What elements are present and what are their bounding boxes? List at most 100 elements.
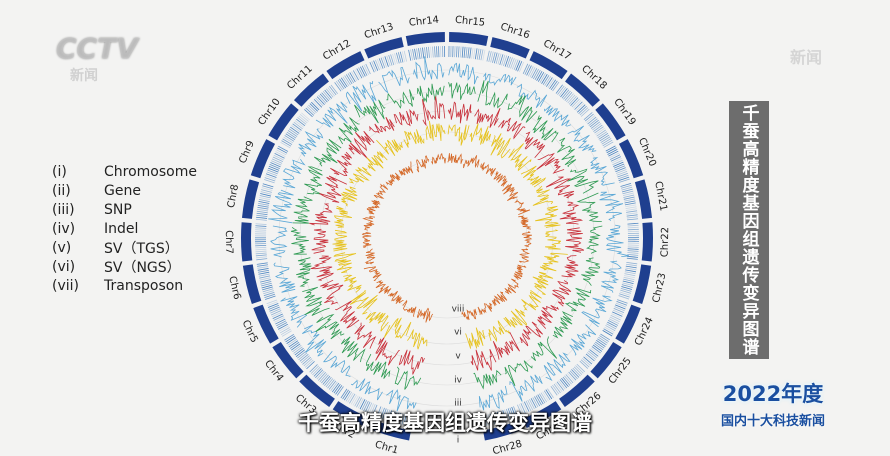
gene-density-tick (311, 101, 320, 111)
gene-density-tick (607, 320, 619, 326)
gene-density-tick (349, 72, 356, 83)
variation-track (544, 105, 571, 127)
chromosome-band (253, 304, 279, 344)
gene-density-tick (587, 116, 597, 125)
gene-density-tick (407, 415, 411, 427)
gene-density-tick (394, 53, 398, 65)
legend-item: (iv) Indel (52, 219, 197, 238)
gene-density-tick (605, 145, 616, 152)
gene-density-tick (595, 128, 605, 135)
gene-density-tick (625, 208, 637, 211)
gene-density-tick (599, 134, 610, 142)
gene-density-tick (499, 54, 504, 65)
gene-density-tick (618, 176, 630, 181)
variation-track (581, 257, 601, 286)
gene-density-tick (410, 49, 414, 61)
gene-density-tick (316, 96, 325, 105)
gene-density-tick (270, 310, 282, 316)
gene-density-tick (272, 156, 284, 163)
gene-density-tick (597, 131, 608, 139)
gene-density-tick (620, 182, 632, 187)
variation-track (518, 215, 532, 230)
gene-density-tick (575, 102, 585, 112)
gene-density-tick (594, 126, 604, 134)
chromosome-band (326, 51, 365, 80)
gene-density-tick (322, 91, 331, 100)
gene-density-tick (599, 335, 609, 342)
gene-density-tick (378, 407, 384, 418)
gene-density-tick (279, 327, 290, 334)
gene-density-tick (608, 318, 620, 324)
variation-track (422, 96, 446, 127)
variation-track (518, 248, 531, 263)
variation-track (337, 117, 360, 145)
gene-density-tick (567, 94, 576, 104)
variation-track (508, 143, 532, 172)
gene-density-tick (620, 287, 632, 292)
gene-density-tick (560, 88, 568, 98)
chromosome-band (522, 401, 562, 428)
variation-track (559, 201, 584, 225)
gene-density-tick (386, 409, 391, 421)
variation-track (461, 308, 477, 321)
gene-density-tick (493, 412, 497, 424)
gene-density-tick (511, 406, 517, 418)
gene-density-tick (259, 275, 271, 279)
gene-density-tick (617, 174, 629, 180)
gene-density-tick (626, 261, 638, 265)
ring-label: iv (454, 376, 463, 386)
gene-density-tick (321, 92, 330, 102)
gene-density-tick (274, 153, 285, 159)
variation-track (509, 374, 543, 402)
chromosome-label: Chr24 (633, 316, 656, 348)
gene-density-tick (343, 390, 351, 401)
gene-density-tick (617, 299, 628, 304)
gene-density-tick (315, 97, 324, 107)
gene-density-tick (568, 96, 577, 105)
gene-density-tick (285, 133, 296, 141)
gene-density-tick (627, 250, 639, 252)
legend-item: (vii) Transposon (52, 276, 197, 295)
gene-density-tick (561, 89, 570, 99)
gene-density-tick (391, 411, 396, 423)
gene-density-tick (336, 386, 344, 396)
gene-density-tick (257, 208, 269, 212)
variation-track (503, 308, 527, 328)
side-title: 千蚕高精度基因组遗传变异图谱 (729, 101, 769, 359)
gene-density-tick (328, 380, 337, 390)
gene-density-tick (259, 197, 271, 201)
gene-density-tick (426, 47, 429, 59)
gene-density-tick (403, 414, 407, 426)
gene-density-tick (476, 48, 480, 60)
gene-density-tick (482, 49, 486, 61)
gene-density-tick (347, 392, 354, 403)
gene-density-tick (312, 366, 321, 376)
gene-density-tick (335, 80, 343, 91)
gene-density-tick (563, 90, 571, 100)
gene-density-tick (257, 204, 269, 208)
gene-density-tick (621, 284, 633, 288)
gene-density-tick (331, 382, 340, 393)
variation-track (590, 157, 615, 186)
gene-density-tick (266, 299, 278, 305)
gene-density-tick (359, 66, 366, 77)
gene-density-tick (265, 175, 276, 180)
gene-density-tick (573, 366, 583, 375)
chromosome-band (618, 139, 644, 179)
gene-density-tick (284, 135, 295, 142)
gene-density-tick (354, 69, 361, 80)
gene-density-tick (602, 139, 613, 147)
variation-track (535, 205, 561, 228)
gene-density-tick (615, 302, 627, 308)
gene-density-tick (600, 136, 611, 143)
gene-density-tick (293, 346, 303, 354)
gene-density-tick (267, 169, 278, 175)
legend-item: (i) Chromosome (52, 162, 197, 181)
gene-density-tick (569, 370, 578, 380)
gene-density-tick (588, 118, 598, 126)
gene-density-tick (340, 388, 348, 399)
gene-density-tick (264, 177, 276, 182)
legend-item: (ii) Gene (52, 181, 197, 200)
gene-density-tick (613, 161, 624, 167)
gene-density-tick (342, 389, 349, 400)
